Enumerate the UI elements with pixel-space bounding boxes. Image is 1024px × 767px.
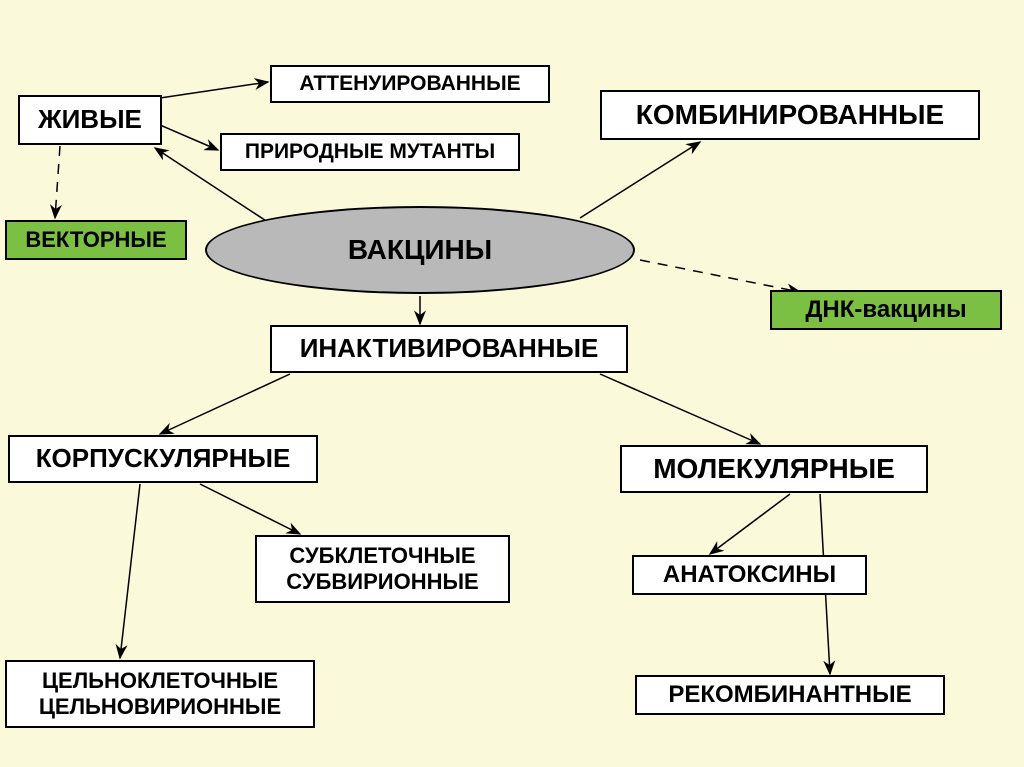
edge-1 <box>160 82 268 98</box>
edge-9 <box>120 484 140 658</box>
node-dna: ДНК-вакцины <box>770 290 1002 330</box>
node-recombinant: РЕКОМБИНАНТНЫЕ <box>635 675 945 715</box>
edge-10 <box>200 484 300 534</box>
node-attenuated: АТТЕНУИРОВАННЫЕ <box>270 65 550 103</box>
diagram-canvas: ВАКЦИНЫ ЖИВЫЕ АТТЕНУИРОВАННЫЕ ПРИРОДНЫЕ МУТ… <box>0 0 1024 767</box>
edge-3 <box>55 146 60 218</box>
edge-5 <box>640 260 800 292</box>
node-mutants: ПРИРОДНЫЕ МУТАНТЫ <box>220 133 520 171</box>
edge-7 <box>160 374 290 434</box>
node-subcellular: СУБКЛЕТОЧНЫЕ СУБВИРИОННЫЕ <box>255 535 510 603</box>
edge-2 <box>160 125 218 150</box>
node-anatoxins: АНАТОКСИНЫ <box>632 555 867 595</box>
node-center: ВАКЦИНЫ <box>205 206 635 294</box>
edge-11 <box>710 494 790 554</box>
edge-4 <box>580 142 700 218</box>
node-combined: КОМБИНИРОВАННЫЕ <box>600 90 980 140</box>
node-inactivated: ИНАКТИВИРОВАННЫЕ <box>270 325 628 373</box>
node-corpuscular: КОРПУСКУЛЯРНЫЕ <box>8 435 318 483</box>
node-live: ЖИВЫЕ <box>18 95 162 145</box>
node-molecular: МОЛЕКУЛЯРНЫЕ <box>620 445 928 493</box>
edge-8 <box>600 374 760 444</box>
node-vector: ВЕКТОРНЫЕ <box>5 220 187 260</box>
node-wholecell: ЦЕЛЬНОКЛЕТОЧНЫЕ ЦЕЛЬНОВИРИОННЫЕ <box>5 660 315 728</box>
